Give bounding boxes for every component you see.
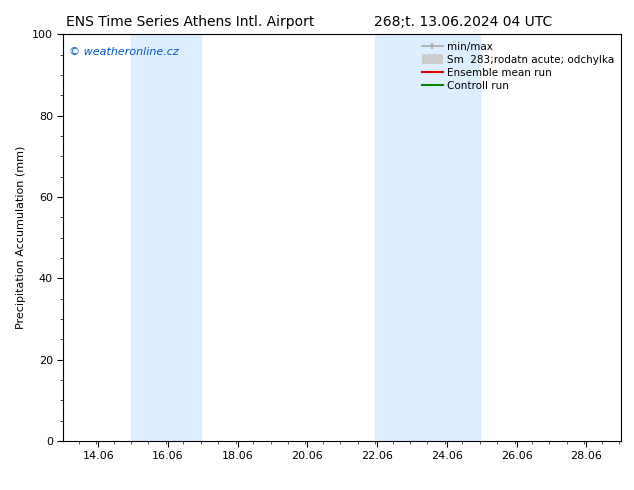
Y-axis label: Precipitation Accumulation (mm): Precipitation Accumulation (mm) (16, 146, 27, 329)
Bar (131, 34, 201, 441)
Text: 268;t. 13.06.2024 04 UTC: 268;t. 13.06.2024 04 UTC (373, 15, 552, 29)
Text: ENS Time Series Athens Intl. Airport: ENS Time Series Athens Intl. Airport (66, 15, 314, 29)
Bar (375, 34, 480, 441)
Legend: min/max, Sm  283;rodatn acute; odchylka, Ensemble mean run, Controll run: min/max, Sm 283;rodatn acute; odchylka, … (420, 40, 616, 93)
Text: © weatheronline.cz: © weatheronline.cz (69, 47, 179, 56)
